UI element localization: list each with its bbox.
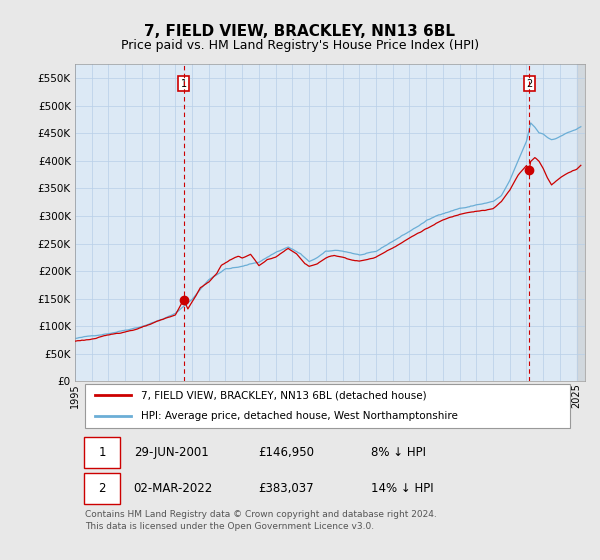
Text: £146,950: £146,950 [259,446,314,459]
Text: HPI: Average price, detached house, West Northamptonshire: HPI: Average price, detached house, West… [142,410,458,421]
Text: 29-JUN-2001: 29-JUN-2001 [134,446,208,459]
FancyBboxPatch shape [83,437,121,468]
Text: 7, FIELD VIEW, BRACKLEY, NN13 6BL (detached house): 7, FIELD VIEW, BRACKLEY, NN13 6BL (detac… [142,390,427,400]
Text: 1: 1 [98,446,106,459]
Text: 2: 2 [98,482,106,495]
Text: 14% ↓ HPI: 14% ↓ HPI [371,482,433,495]
Text: Contains HM Land Registry data © Crown copyright and database right 2024.
This d: Contains HM Land Registry data © Crown c… [85,510,437,531]
Text: Price paid vs. HM Land Registry's House Price Index (HPI): Price paid vs. HM Land Registry's House … [121,39,479,52]
Text: 2: 2 [526,79,532,88]
Text: £383,037: £383,037 [259,482,314,495]
Text: 7, FIELD VIEW, BRACKLEY, NN13 6BL: 7, FIELD VIEW, BRACKLEY, NN13 6BL [145,24,455,39]
FancyBboxPatch shape [83,473,121,505]
Text: 02-MAR-2022: 02-MAR-2022 [134,482,213,495]
Bar [577,64,585,381]
Text: 8% ↓ HPI: 8% ↓ HPI [371,446,426,459]
Text: 1: 1 [181,79,187,88]
FancyBboxPatch shape [85,384,570,428]
